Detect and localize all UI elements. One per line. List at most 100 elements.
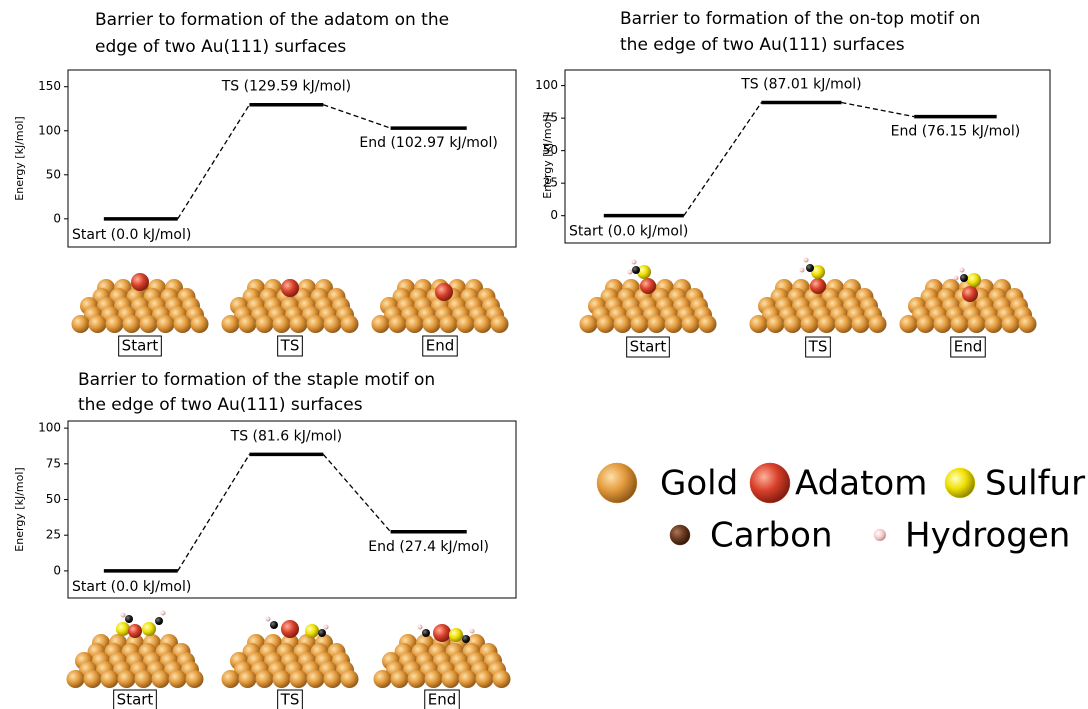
gold-atom [408, 670, 426, 688]
gold-atom [290, 315, 308, 333]
atom [632, 260, 637, 265]
connector [841, 103, 914, 117]
chart-title: Barrier to formation of the staple motif… [78, 370, 435, 390]
atom [131, 273, 149, 291]
y-tick-label: 0 [53, 563, 61, 577]
gold-atom [648, 315, 666, 333]
gold-atom [818, 315, 836, 333]
atom [470, 629, 475, 634]
gold-atom [84, 670, 102, 688]
gold-atom [580, 315, 598, 333]
y-tick-label: 100 [38, 123, 61, 137]
value-label: End (76.15 kJ/mol) [891, 124, 1021, 140]
gold-atom [389, 315, 407, 333]
gold-atom [614, 315, 632, 333]
y-tick-label: 50 [46, 492, 61, 506]
gold-atom [801, 315, 819, 333]
gold-atom [852, 315, 870, 333]
gold-atom [256, 315, 274, 333]
gold-atom [934, 315, 952, 333]
atom [422, 629, 430, 637]
atom [281, 620, 299, 638]
gold-atom [140, 315, 158, 333]
atom [628, 270, 633, 275]
gold-atom [290, 670, 308, 688]
chart-title: the edge of two Au(111) surfaces [620, 35, 905, 55]
atom [305, 624, 319, 638]
atom [640, 278, 656, 294]
atom [962, 286, 978, 302]
atom [125, 615, 133, 623]
structure-label: TS [808, 338, 828, 356]
gold-atom [324, 315, 342, 333]
atom [116, 622, 130, 636]
y-tick-label: 0 [53, 211, 61, 225]
legend-swatch [670, 525, 690, 545]
legend-label: Carbon [710, 516, 833, 556]
gold-atom [985, 315, 1003, 333]
gold-atom [917, 315, 935, 333]
gold-atom [222, 315, 240, 333]
atom [270, 621, 278, 629]
value-label: End (102.97 kJ/mol) [359, 135, 497, 151]
gold-atom [256, 670, 274, 688]
gold-atom [174, 315, 192, 333]
atom [462, 635, 470, 643]
atom [324, 625, 329, 630]
gold-atom [474, 315, 492, 333]
atom [281, 279, 299, 297]
gold-atom [89, 315, 107, 333]
value-label: TS (129.59 kJ/mol) [221, 79, 351, 95]
legend-swatch [750, 463, 790, 503]
atom [806, 264, 814, 272]
y-tick-label: 75 [46, 456, 61, 470]
connector [323, 454, 390, 531]
legend-label: Gold [660, 464, 738, 504]
gold-atom [750, 315, 768, 333]
gold-atom [341, 670, 359, 688]
atom [266, 617, 271, 622]
atom [418, 625, 423, 630]
gold-atom [900, 315, 918, 333]
y-axis-label: Energy [kJ/mol] [13, 467, 26, 551]
gold-atom [631, 315, 649, 333]
y-tick-label: 75 [543, 111, 558, 125]
gold-atom [186, 670, 204, 688]
value-label: Start (0.0 kJ/mol) [569, 224, 688, 240]
connector [178, 105, 250, 219]
atom [960, 268, 965, 273]
legend-label: Adatom [795, 464, 927, 504]
gold-atom [118, 670, 136, 688]
structure-label: End [954, 338, 983, 356]
y-tick-label: 100 [535, 78, 558, 92]
gold-atom [968, 315, 986, 333]
gold-atom [324, 670, 342, 688]
chart-title: the edge of two Au(111) surfaces [78, 395, 363, 415]
structure-label: Start [117, 691, 154, 709]
gold-atom [951, 315, 969, 333]
y-tick-label: 50 [543, 143, 558, 157]
atom [121, 613, 126, 618]
figure: Barrier to formation of the adatom on th… [0, 0, 1088, 709]
structure-label: End [428, 691, 457, 709]
gold-atom [440, 315, 458, 333]
atom [128, 624, 142, 638]
gold-atom [307, 670, 325, 688]
gold-atom [869, 315, 887, 333]
gold-atom [341, 315, 359, 333]
gold-atom [406, 315, 424, 333]
gold-atom [699, 315, 717, 333]
chart-title: Barrier to formation of the on-top motif… [620, 9, 980, 29]
gold-atom [222, 670, 240, 688]
atom [804, 258, 809, 263]
atom [810, 278, 826, 294]
atom [800, 268, 805, 273]
gold-atom [169, 670, 187, 688]
gold-atom [1002, 315, 1020, 333]
gold-atom [67, 670, 85, 688]
atom [632, 266, 640, 274]
legend-swatch [945, 468, 975, 498]
y-tick-label: 100 [38, 421, 61, 435]
gold-atom [493, 670, 511, 688]
atom [954, 276, 959, 281]
